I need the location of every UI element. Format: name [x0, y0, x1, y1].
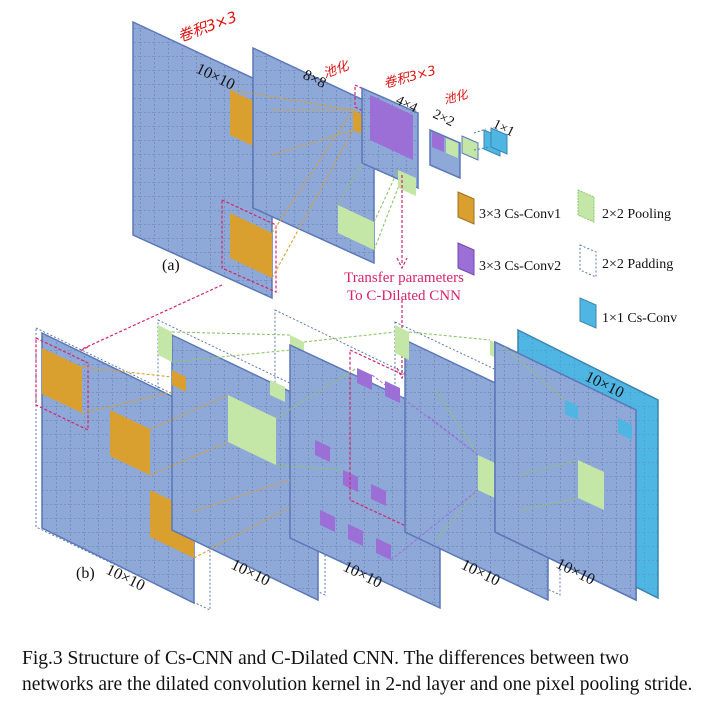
c-dilated-layer-2 — [158, 325, 319, 602]
c-dilated-output-layer — [494, 328, 659, 602]
conv1-connections-b — [81, 366, 291, 559]
network-diagram: 10×10 8×8 4×4 2×2 1×1 卷积3×3 池化 卷积3×3 池化 … — [35, 8, 677, 611]
legend: 3×3 Cs-Conv1 2×2 Pooling 3×3 Cs-Conv2 2×… — [457, 189, 677, 329]
legend-item: 2×2 Pooling — [577, 189, 671, 223]
legend-item: 2×2 Padding — [579, 244, 673, 278]
transfer-label: Transfer parameters — [344, 270, 464, 286]
svg-text:3×3 Cs-Conv2: 3×3 Cs-Conv2 — [479, 259, 561, 274]
panel-b: 10×10 10×10 10×10 10×10 10×10 10×10 (b) — [35, 309, 659, 611]
panel-a-label: (a) — [162, 257, 180, 274]
cs-cnn-conv2-map — [429, 128, 461, 180]
transfer-label: To C-Dilated CNN — [347, 288, 461, 304]
size-label: 2×2 — [430, 107, 456, 130]
cs-cnn-pool1-map — [361, 86, 419, 196]
figure-caption: Fig.3 Structure of Cs-CNN and C-Dilated … — [22, 648, 693, 695]
handwritten-note: 卷积3×3 — [175, 8, 239, 46]
svg-text:2×2 Padding: 2×2 Padding — [602, 257, 673, 272]
pool-connections-b — [171, 331, 579, 541]
panel-b-label: (b) — [76, 565, 95, 582]
svg-text:2×2 Pooling: 2×2 Pooling — [602, 207, 671, 222]
svg-text:1×1 Cs-Conv: 1×1 Cs-Conv — [602, 311, 677, 326]
svg-text:3×3 Cs-Conv1: 3×3 Cs-Conv1 — [479, 207, 561, 222]
legend-item: 3×3 Cs-Conv1 — [457, 191, 561, 225]
conv1-connections — [229, 89, 354, 279]
legend-item: 3×3 Cs-Conv2 — [457, 242, 561, 276]
handwritten-note: 卷积3×3 — [382, 64, 437, 92]
c-dilated-layer-3 — [270, 343, 441, 610]
conv-kernel-patch — [230, 213, 272, 278]
handwritten-note: 池化 — [321, 58, 352, 82]
legend-item: 1×1 Cs-Conv — [579, 297, 677, 329]
handwritten-note: 池化 — [442, 87, 471, 107]
c-dilated-layer-1 — [35, 331, 195, 605]
panel-a: 10×10 8×8 4×4 2×2 1×1 卷积3×3 池化 卷积3×3 池化 … — [76, 8, 517, 380]
